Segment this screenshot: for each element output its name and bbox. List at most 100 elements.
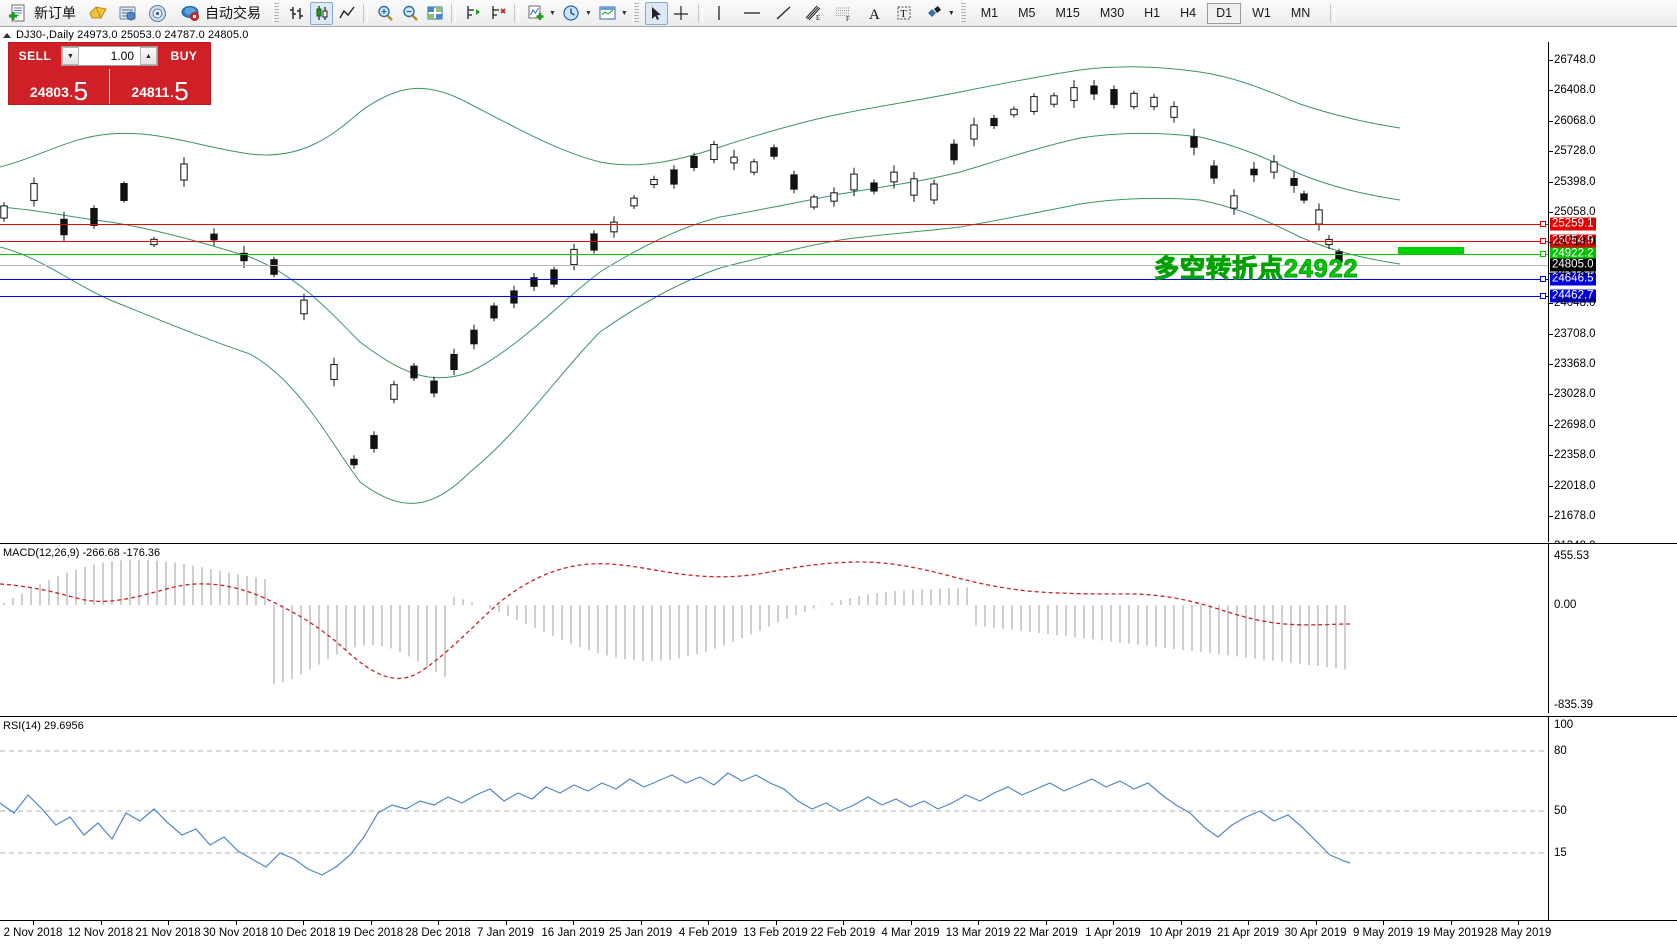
price-chart-canvas[interactable] bbox=[0, 42, 1677, 542]
autotrading-icon[interactable] bbox=[178, 2, 201, 25]
level-handle-pivot-green[interactable] bbox=[1540, 251, 1546, 257]
ask-price-frac: 5 bbox=[174, 75, 189, 106]
rsi-tick-80: 80 bbox=[1554, 745, 1567, 757]
volume-decrease-button[interactable]: ▼ bbox=[62, 47, 79, 65]
equidistant-channel-icon[interactable]: E bbox=[803, 2, 826, 25]
toolbar-grip-periods[interactable] bbox=[959, 3, 966, 23]
timeframe-button-m30[interactable]: M30 bbox=[1099, 6, 1125, 20]
timeframe-button-w1[interactable]: W1 bbox=[1252, 6, 1271, 20]
data-window-icon[interactable] bbox=[116, 2, 139, 25]
period-icon[interactable] bbox=[560, 2, 583, 25]
level-line-resistance-upper[interactable] bbox=[0, 224, 1548, 225]
bid-price[interactable]: 24803 . 5 bbox=[9, 69, 109, 104]
time-tick-mark bbox=[1180, 921, 1182, 925]
time-tick-mark bbox=[708, 921, 709, 925]
timeframe-button-h1[interactable]: H1 bbox=[1144, 6, 1161, 20]
level-handle-support-lower[interactable] bbox=[1540, 293, 1546, 299]
level-line-pivot-green[interactable] bbox=[0, 254, 1548, 255]
bid-price-frac: 5 bbox=[73, 75, 89, 106]
cursor-icon[interactable] bbox=[644, 1, 668, 25]
chart-annotation-text[interactable]: 多空转折点24922 bbox=[1154, 255, 1359, 284]
rsi-pane[interactable]: RSI(14) 29.6956 100 80 50 15 bbox=[0, 716, 1677, 920]
macd-tick-zero: 0.00 bbox=[1554, 599, 1577, 611]
text-label-icon[interactable]: T bbox=[893, 2, 916, 25]
macd-tick-bottom: -835.39 bbox=[1554, 699, 1594, 711]
sell-button[interactable]: SELL bbox=[18, 49, 52, 63]
period-dropdown-caret[interactable]: ▼ bbox=[584, 9, 592, 17]
line-chart-icon[interactable] bbox=[335, 2, 358, 25]
timeframe-button-m1[interactable]: M1 bbox=[980, 6, 999, 20]
price-tick-label: 26748.0 bbox=[1554, 54, 1596, 66]
time-axis[interactable]: 2 Nov 2018 12 Nov 2018 21 Nov 2018 30 Nov 2… bbox=[0, 920, 1677, 948]
time-tick-label: 12 Nov 2018 bbox=[67, 927, 134, 939]
objects-icon[interactable] bbox=[923, 2, 946, 25]
toolbar-grip-drawing[interactable] bbox=[632, 3, 639, 23]
mql-community-icon[interactable] bbox=[86, 2, 109, 25]
level-price-label-resistance-upper: 25259.1 bbox=[1550, 217, 1596, 231]
bar-chart-icon[interactable] bbox=[285, 2, 308, 25]
indicators-dropdown-caret[interactable]: ▼ bbox=[549, 9, 556, 17]
grid-icon[interactable] bbox=[423, 2, 446, 25]
autotrading-label[interactable]: 自动交易 bbox=[205, 5, 261, 21]
shift-end-icon[interactable] bbox=[461, 2, 484, 25]
volume-stepper[interactable]: ▼ 1.00 ▲ bbox=[61, 46, 158, 66]
timeframe-button-mn[interactable]: MN bbox=[1290, 6, 1311, 20]
collapse-triangle-icon[interactable] bbox=[3, 32, 11, 38]
objects-dropdown-caret[interactable]: ▼ bbox=[947, 9, 955, 17]
auto-scroll-icon[interactable] bbox=[486, 2, 509, 25]
templates-dropdown-caret[interactable]: ▼ bbox=[620, 9, 628, 17]
level-line-resistance-lower[interactable] bbox=[0, 241, 1548, 242]
one-click-trading-panel[interactable]: SELL ▼ 1.00 ▲ BUY 24803 . 5 24811 . 5 bbox=[8, 42, 211, 105]
price-tick-label: 23708.0 bbox=[1554, 327, 1596, 340]
time-tick-mark bbox=[573, 921, 574, 925]
vertical-line-icon[interactable] bbox=[708, 2, 731, 25]
crosshair-icon[interactable] bbox=[670, 2, 693, 25]
templates-icon[interactable] bbox=[596, 2, 619, 25]
buy-button[interactable]: BUY bbox=[170, 49, 198, 63]
price-pane[interactable]: 25259.1 25054.9 24922.2 24805.0 24646.5 24462… bbox=[0, 42, 1677, 552]
time-tick-label: 22 Feb 2019 bbox=[810, 927, 876, 939]
macd-pane[interactable]: MACD(12,26,9) -266.68 -176.36 455.53 0.0… bbox=[0, 543, 1677, 713]
time-tick-mark bbox=[1045, 921, 1047, 925]
level-line-support-lower[interactable] bbox=[0, 296, 1548, 297]
fibonacci-icon[interactable]: F bbox=[833, 2, 856, 25]
new-order-label[interactable]: 新订单 bbox=[34, 5, 76, 21]
time-tick-label: 21 Nov 2018 bbox=[135, 927, 201, 939]
level-line-support-upper[interactable] bbox=[0, 279, 1548, 280]
price-tick-label: 26068.0 bbox=[1554, 114, 1596, 127]
zoom-in-icon[interactable] bbox=[373, 2, 396, 25]
time-tick-mark bbox=[100, 921, 102, 925]
price-tick-label: 24048.0 bbox=[1554, 297, 1596, 310]
volume-input[interactable]: 1.00 bbox=[110, 49, 134, 63]
indicators-icon[interactable] bbox=[524, 2, 547, 25]
level-handle-support-upper[interactable] bbox=[1540, 276, 1546, 282]
price-tick-mark bbox=[1548, 242, 1553, 244]
timeframe-button-h4[interactable]: H4 bbox=[1180, 6, 1197, 20]
text-icon[interactable]: A bbox=[863, 2, 886, 25]
level-price-label-support-upper: 24646.5 bbox=[1550, 272, 1596, 286]
timeframe-button-m5[interactable]: M5 bbox=[1018, 6, 1036, 20]
level-line-last-price[interactable] bbox=[0, 265, 1548, 266]
candlestick-chart-icon[interactable] bbox=[310, 1, 333, 25]
toolbar-grip-charts[interactable] bbox=[273, 3, 279, 23]
time-tick-mark bbox=[640, 921, 642, 925]
svg-text:T: T bbox=[900, 8, 907, 20]
time-tick-label: 9 May 2019 bbox=[1352, 927, 1414, 939]
price-tick-mark bbox=[1548, 272, 1553, 274]
macd-tick-top: 455.53 bbox=[1554, 550, 1590, 562]
new-order-icon[interactable] bbox=[4, 2, 30, 25]
trendline-icon[interactable] bbox=[773, 2, 796, 25]
navigator-icon[interactable] bbox=[146, 2, 169, 25]
horizontal-line-icon[interactable] bbox=[740, 2, 764, 25]
time-tick-mark bbox=[168, 921, 169, 925]
timeframe-button-m15[interactable]: M15 bbox=[1055, 6, 1080, 20]
time-tick-mark bbox=[1518, 921, 1519, 925]
level-handle-resistance-upper[interactable] bbox=[1540, 221, 1546, 227]
time-tick-label: 4 Mar 2019 bbox=[881, 927, 940, 939]
level-handle-resistance-lower[interactable] bbox=[1540, 238, 1546, 244]
price-axis-line bbox=[1548, 42, 1549, 542]
zoom-out-icon[interactable] bbox=[398, 2, 421, 25]
timeframe-button-d1[interactable]: D1 bbox=[1207, 2, 1242, 24]
volume-increase-button[interactable]: ▲ bbox=[140, 47, 157, 65]
ask-price[interactable]: 24811 . 5 bbox=[110, 69, 210, 104]
